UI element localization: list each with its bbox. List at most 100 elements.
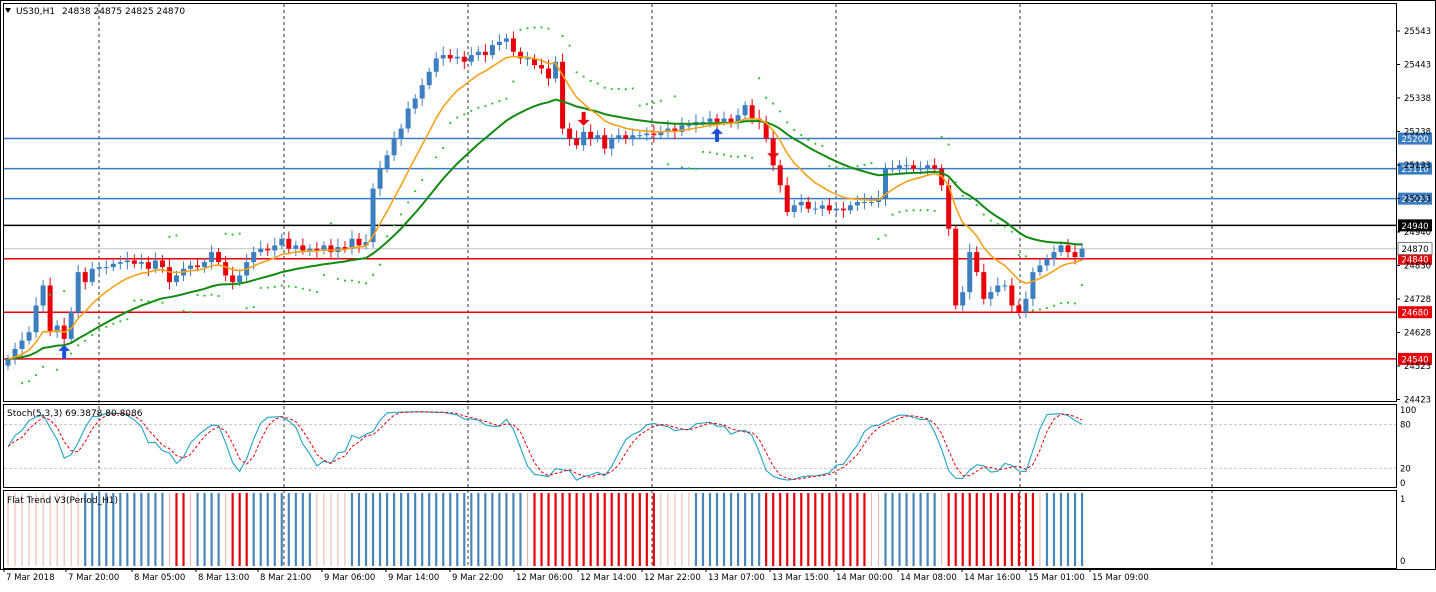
flat-trend-bar [941, 493, 943, 566]
candle-body [216, 252, 222, 263]
sar-dot [512, 80, 515, 83]
candle-body [258, 248, 264, 253]
flat-trend-bar [119, 493, 122, 566]
flat-trend-bar [428, 493, 431, 566]
price-tick-label: 24830 [1404, 262, 1431, 272]
sar-dot [126, 318, 129, 321]
candle-body [1072, 252, 1078, 258]
sar-dot [687, 167, 691, 170]
sar-dot [1080, 283, 1084, 287]
flat-trend-bar [660, 493, 662, 566]
stoch-tick-label: 20 [1400, 464, 1411, 474]
flat-trend-bars: 10 [7, 493, 1405, 567]
flat-trend-bar [456, 493, 459, 566]
flat-trend-bar [63, 493, 65, 566]
flat-trend-bar [56, 493, 58, 566]
ma-slow-line [7, 98, 1083, 360]
sar-dot [196, 293, 199, 297]
candle-body [988, 292, 994, 299]
sar-dot [147, 300, 150, 303]
level-tag-25020 [1398, 192, 1432, 205]
candle-body [686, 125, 692, 127]
flat-trend-bar [912, 493, 915, 566]
candle-body [419, 85, 425, 99]
sar-dot [294, 285, 297, 289]
sar-dot [505, 97, 508, 100]
sar-dot [968, 197, 971, 201]
candle-body [672, 128, 678, 132]
candle-body [798, 202, 804, 206]
candle-body [967, 252, 973, 293]
flat-trend-bar [968, 493, 971, 566]
flat-trend-bar [238, 493, 241, 566]
level-tag-24940 [1398, 219, 1432, 232]
flat-trend-bar [168, 493, 170, 566]
time-tick-label: 15 Mar 09:00 [1092, 573, 1149, 583]
candle-body [103, 267, 109, 269]
flat-trend-bar [603, 493, 606, 566]
price-tick-label: 24728 [1404, 295, 1431, 305]
candle-body [651, 133, 657, 136]
candle-body [96, 267, 102, 269]
sar-dot [456, 116, 459, 119]
flat-trend-bar [751, 493, 754, 566]
sar-dot [554, 99, 557, 102]
flat-trend-bar [393, 493, 396, 566]
candle-body [349, 238, 355, 249]
sar-dot [161, 301, 164, 304]
candle-body [391, 138, 397, 156]
flat-trend-bar [772, 493, 775, 566]
sar-dot [449, 121, 452, 125]
flat-trend-bar [14, 493, 16, 566]
flat-trend-bar [807, 493, 810, 566]
flat-trend-bar [870, 493, 872, 566]
candle-body [188, 265, 194, 269]
sar-dot [287, 285, 290, 288]
sar-dot [435, 156, 438, 159]
candle-body [131, 260, 137, 264]
time-tick-label: 9 Mar 22:00 [452, 573, 503, 583]
triangle-down-icon[interactable] [5, 8, 11, 13]
sar-dot [210, 293, 213, 296]
flat-trend-bar [385, 493, 389, 566]
sar-dot [779, 110, 782, 113]
flat-trend-bar [779, 493, 782, 566]
flat-trend-bar [77, 493, 79, 566]
sar-dot [378, 263, 382, 266]
candle-body [735, 115, 741, 122]
candle-body [272, 245, 278, 251]
sar-dot [582, 75, 585, 78]
flat-trend-tick-label: 1 [1400, 495, 1405, 505]
sar-dot [350, 279, 354, 282]
flat-trend-bar [674, 493, 676, 566]
candle-body [861, 202, 867, 204]
candle-body [932, 165, 938, 169]
sar-dot [357, 281, 361, 284]
sar-dot [575, 71, 578, 74]
sar-dot [800, 133, 803, 137]
sar-dot [758, 77, 761, 80]
flat-trend-bar [287, 493, 290, 566]
candle-body [461, 56, 467, 62]
sell-arrow-icon [767, 145, 780, 160]
candle-body [440, 55, 446, 59]
sar-dot [1073, 302, 1077, 305]
candle-body [553, 61, 559, 79]
candle-body [1065, 245, 1071, 253]
sar-dot [870, 162, 873, 165]
flat-trend-bar [294, 493, 297, 566]
candle-body [40, 285, 46, 306]
flat-trend-bar [744, 493, 747, 566]
flat-trend-bar [729, 493, 733, 566]
candle-body [918, 168, 924, 170]
level-label-24940: 24940 [1401, 222, 1428, 232]
flat-trend-bar [140, 493, 143, 566]
flat-trend-bar [196, 493, 199, 566]
flat-trend-bar [84, 493, 87, 566]
sar-dot [77, 344, 80, 347]
candle-body [286, 238, 292, 249]
candle-body [370, 188, 376, 243]
candle-body [890, 168, 896, 170]
